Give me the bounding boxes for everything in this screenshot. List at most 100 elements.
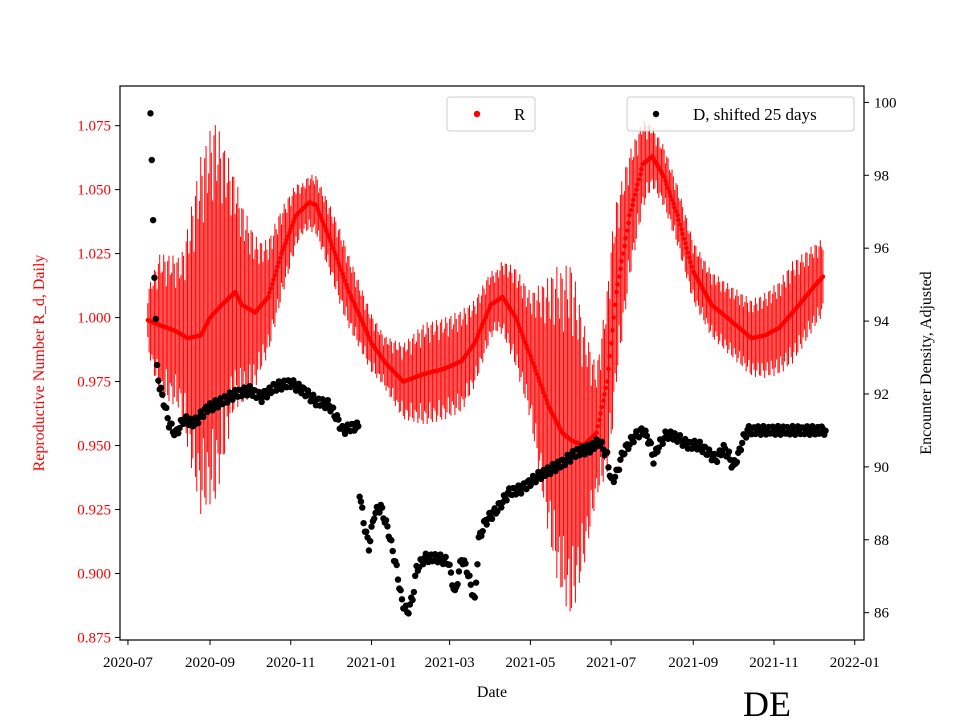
r-point xyxy=(529,357,534,362)
r-point xyxy=(333,253,338,258)
legend-r-box xyxy=(446,96,536,132)
d-point xyxy=(822,427,829,434)
r-point xyxy=(281,244,287,249)
d-point xyxy=(455,568,463,575)
d-point xyxy=(382,517,390,524)
x-tick-label: 2020-09 xyxy=(185,655,235,671)
d-point xyxy=(176,424,183,432)
r-point xyxy=(623,236,628,241)
d-point xyxy=(647,439,655,447)
r-point xyxy=(345,286,350,291)
d-point xyxy=(388,537,395,544)
r-point xyxy=(277,255,283,261)
r-point xyxy=(338,267,344,273)
r-point xyxy=(337,264,342,269)
d-point xyxy=(611,473,619,481)
d-point xyxy=(356,493,363,500)
d-point xyxy=(479,527,486,535)
d-point xyxy=(739,439,746,447)
x-tick-label: 2020-11 xyxy=(266,655,315,671)
left-tick-label: 0.925 xyxy=(77,502,111,518)
left-tick-label: 1.075 xyxy=(77,119,111,135)
d-point xyxy=(603,449,611,456)
r-point xyxy=(328,238,333,244)
r-point xyxy=(516,322,521,327)
d-point xyxy=(394,576,402,583)
r-point xyxy=(615,282,620,287)
r-point xyxy=(667,189,672,195)
r-point xyxy=(604,379,610,384)
x-tick-label: 2021-03 xyxy=(425,655,475,671)
d-point xyxy=(310,391,317,398)
r-point xyxy=(598,411,603,416)
d-point xyxy=(659,440,666,447)
r-point xyxy=(271,277,276,282)
d-point xyxy=(157,384,165,391)
r-point xyxy=(820,274,826,279)
x-tick-label: 2021-09 xyxy=(668,655,718,671)
d-point xyxy=(149,216,157,224)
d-point xyxy=(164,414,171,422)
d-point xyxy=(472,579,480,586)
d-point xyxy=(437,551,444,558)
right-axis-ticks: 86 88 90 92 94 96 98 100 xyxy=(864,95,897,622)
d-point xyxy=(737,446,745,454)
d-point xyxy=(488,515,496,523)
d-point xyxy=(370,515,378,522)
d-point xyxy=(368,523,375,530)
legend-r: R xyxy=(446,96,536,132)
r-point xyxy=(288,226,293,232)
d-point xyxy=(615,466,623,473)
d-point xyxy=(200,413,207,421)
r-point xyxy=(521,336,526,341)
r-point xyxy=(611,315,616,320)
d-point xyxy=(360,519,367,527)
r-point xyxy=(688,259,693,265)
r-point xyxy=(628,207,634,213)
r-point xyxy=(594,430,599,435)
x-tick-label: 2022-01 xyxy=(830,655,880,671)
d-point xyxy=(446,561,453,568)
d-point xyxy=(263,394,271,401)
r-point xyxy=(603,385,609,391)
d-point xyxy=(152,315,159,323)
r-point xyxy=(542,393,548,399)
d-point xyxy=(163,404,170,412)
r-point xyxy=(332,249,337,254)
r-point xyxy=(622,243,627,249)
r-point xyxy=(636,177,642,182)
d-point xyxy=(605,464,612,471)
r-point xyxy=(530,361,536,366)
d-point xyxy=(389,547,396,555)
r-point xyxy=(334,256,340,262)
region-label: DE xyxy=(743,684,791,720)
r-point xyxy=(683,241,688,246)
d-point xyxy=(733,458,741,466)
r-point xyxy=(626,220,631,226)
r-point xyxy=(618,266,623,272)
legend-d: D, shifted 25 days xyxy=(626,96,855,132)
r-point xyxy=(608,340,614,346)
right-tick-label: 98 xyxy=(874,168,889,184)
r-point xyxy=(520,332,525,338)
d-point xyxy=(598,438,606,446)
d-point xyxy=(474,561,481,568)
d-point xyxy=(155,377,162,384)
d-point xyxy=(357,498,365,505)
d-point xyxy=(147,110,154,117)
right-tick-label: 88 xyxy=(874,533,889,549)
r-point xyxy=(612,302,618,307)
r-point xyxy=(528,353,533,359)
r-point xyxy=(513,315,519,320)
r-point xyxy=(545,401,550,406)
r-point xyxy=(669,197,675,203)
d-point xyxy=(630,438,637,446)
left-axis-ticks: 0.875 0.900 0.925 0.950 0.975 1.000 1.025 1.050… xyxy=(77,119,120,646)
x-axis-title: Date xyxy=(477,684,507,701)
d-point xyxy=(503,497,510,504)
d-point xyxy=(655,444,663,451)
r-point xyxy=(292,216,297,221)
r-point xyxy=(671,201,676,206)
x-tick-label: 2021-05 xyxy=(505,655,555,671)
